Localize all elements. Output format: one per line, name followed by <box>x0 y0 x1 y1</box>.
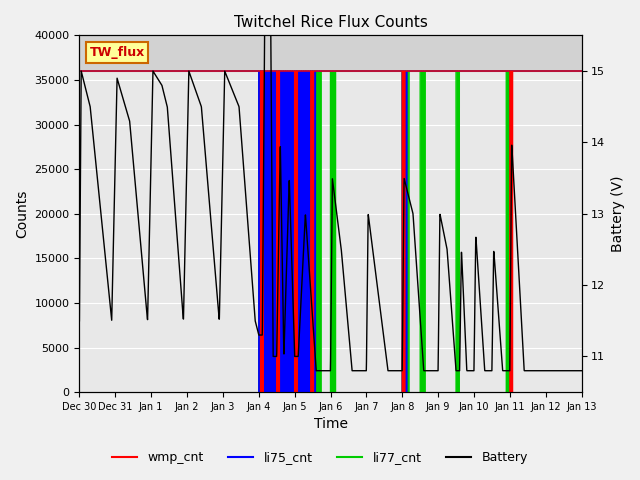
Text: TW_flux: TW_flux <box>90 46 145 59</box>
Bar <box>79 36 582 71</box>
X-axis label: Time: Time <box>314 418 348 432</box>
Y-axis label: Battery (V): Battery (V) <box>611 176 625 252</box>
Y-axis label: Counts: Counts <box>15 190 29 238</box>
Title: Twitchel Rice Flux Counts: Twitchel Rice Flux Counts <box>234 15 428 30</box>
Legend: wmp_cnt, li75_cnt, li77_cnt, Battery: wmp_cnt, li75_cnt, li77_cnt, Battery <box>107 446 533 469</box>
